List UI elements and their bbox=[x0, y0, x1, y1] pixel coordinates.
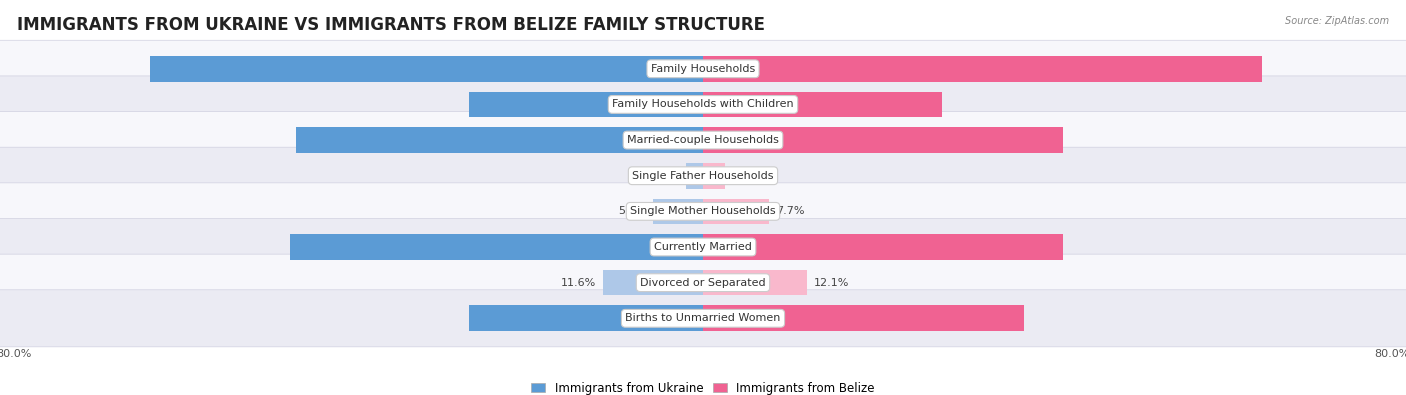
Bar bbox=[291, 234, 703, 260]
Text: 11.6%: 11.6% bbox=[561, 278, 596, 288]
Bar bbox=[703, 234, 1063, 260]
Text: 37.3%: 37.3% bbox=[711, 313, 749, 324]
Text: Source: ZipAtlas.com: Source: ZipAtlas.com bbox=[1285, 16, 1389, 26]
Text: 12.1%: 12.1% bbox=[814, 278, 849, 288]
FancyBboxPatch shape bbox=[0, 183, 1406, 240]
FancyBboxPatch shape bbox=[0, 290, 1406, 347]
Bar bbox=[703, 127, 1063, 153]
Text: Single Mother Households: Single Mother Households bbox=[630, 206, 776, 216]
Bar bbox=[703, 270, 807, 295]
Bar bbox=[703, 163, 724, 188]
FancyBboxPatch shape bbox=[0, 111, 1406, 169]
Text: Married-couple Households: Married-couple Households bbox=[627, 135, 779, 145]
Text: 27.2%: 27.2% bbox=[655, 100, 695, 109]
FancyBboxPatch shape bbox=[0, 76, 1406, 133]
Text: 2.5%: 2.5% bbox=[731, 171, 759, 181]
Bar bbox=[703, 199, 769, 224]
Bar bbox=[468, 305, 703, 331]
Text: IMMIGRANTS FROM UKRAINE VS IMMIGRANTS FROM BELIZE FAMILY STRUCTURE: IMMIGRANTS FROM UKRAINE VS IMMIGRANTS FR… bbox=[17, 16, 765, 34]
Bar bbox=[703, 92, 942, 117]
Bar bbox=[703, 305, 1024, 331]
Text: Family Households with Children: Family Households with Children bbox=[612, 100, 794, 109]
Text: Divorced or Separated: Divorced or Separated bbox=[640, 278, 766, 288]
Text: 27.2%: 27.2% bbox=[655, 313, 695, 324]
Text: 64.2%: 64.2% bbox=[655, 64, 695, 74]
FancyBboxPatch shape bbox=[0, 147, 1406, 204]
Text: 2.0%: 2.0% bbox=[651, 171, 679, 181]
Bar bbox=[603, 270, 703, 295]
Text: 64.9%: 64.9% bbox=[711, 64, 751, 74]
Text: 27.7%: 27.7% bbox=[711, 100, 751, 109]
FancyBboxPatch shape bbox=[0, 40, 1406, 97]
Text: 7.7%: 7.7% bbox=[776, 206, 804, 216]
Text: Single Father Households: Single Father Households bbox=[633, 171, 773, 181]
Bar bbox=[703, 56, 1263, 82]
Bar bbox=[295, 127, 703, 153]
Text: 41.8%: 41.8% bbox=[711, 242, 751, 252]
Text: Births to Unmarried Women: Births to Unmarried Women bbox=[626, 313, 780, 324]
Text: 47.3%: 47.3% bbox=[655, 135, 695, 145]
Text: Family Households: Family Households bbox=[651, 64, 755, 74]
Text: 47.9%: 47.9% bbox=[655, 242, 695, 252]
FancyBboxPatch shape bbox=[0, 254, 1406, 311]
FancyBboxPatch shape bbox=[0, 218, 1406, 276]
Text: 41.8%: 41.8% bbox=[711, 135, 751, 145]
Bar bbox=[686, 163, 703, 188]
Bar bbox=[652, 199, 703, 224]
Bar bbox=[150, 56, 703, 82]
Legend: Immigrants from Ukraine, Immigrants from Belize: Immigrants from Ukraine, Immigrants from… bbox=[527, 378, 879, 395]
Bar bbox=[468, 92, 703, 117]
Text: Currently Married: Currently Married bbox=[654, 242, 752, 252]
Text: 5.8%: 5.8% bbox=[617, 206, 647, 216]
